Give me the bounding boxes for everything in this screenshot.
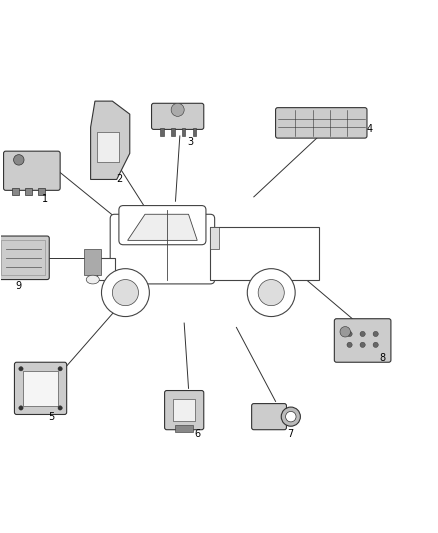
FancyBboxPatch shape [14,362,67,415]
Text: 8: 8 [379,353,385,363]
Text: 2: 2 [117,174,123,184]
Bar [193,128,196,136]
Circle shape [340,327,350,337]
FancyBboxPatch shape [334,319,391,362]
Bar [84,249,102,275]
Circle shape [19,367,23,371]
Circle shape [58,367,62,371]
Ellipse shape [86,275,99,284]
Circle shape [258,279,284,305]
FancyBboxPatch shape [4,151,60,190]
Polygon shape [127,214,197,240]
FancyBboxPatch shape [152,103,204,130]
Bar [210,228,219,249]
Bar [39,188,45,195]
FancyBboxPatch shape [165,391,204,430]
Circle shape [113,279,138,305]
Circle shape [58,406,62,410]
Text: 1: 1 [42,194,48,204]
Circle shape [347,332,352,336]
Bar [160,128,164,136]
Polygon shape [91,101,130,180]
Bar [97,132,119,162]
Bar [1,240,45,275]
Text: 7: 7 [288,429,294,439]
Bar [176,425,193,432]
Text: 3: 3 [187,138,194,148]
Text: 5: 5 [48,411,55,422]
Bar [25,188,32,195]
Text: 6: 6 [194,429,200,439]
FancyBboxPatch shape [0,236,49,279]
Circle shape [360,332,365,336]
Circle shape [247,269,295,317]
Bar [173,399,195,421]
Polygon shape [97,258,115,279]
Circle shape [286,411,296,422]
Text: 9: 9 [16,281,22,291]
FancyBboxPatch shape [276,108,367,138]
Bar [23,371,58,406]
Circle shape [14,155,24,165]
Circle shape [171,103,184,116]
Text: 4: 4 [366,124,372,134]
Circle shape [373,332,378,336]
FancyBboxPatch shape [252,403,286,430]
Bar [171,128,175,136]
Circle shape [360,342,365,348]
Bar [12,188,19,195]
Bar [182,128,185,136]
Circle shape [19,406,23,410]
Circle shape [347,342,352,348]
Bar [210,228,319,279]
FancyBboxPatch shape [119,206,206,245]
Circle shape [281,407,300,426]
Circle shape [373,342,378,348]
Circle shape [102,269,149,317]
FancyBboxPatch shape [110,214,215,284]
